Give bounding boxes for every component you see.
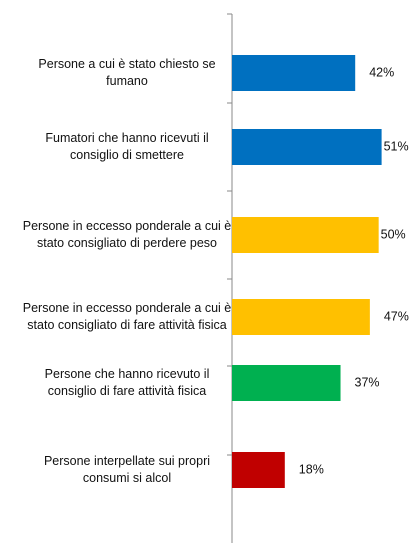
bar: [232, 55, 356, 91]
axis-ticks: [227, 13, 232, 456]
bar: [232, 452, 285, 488]
value-label: 18%: [299, 462, 324, 476]
category-label: Persone interpellate sui propri consumi …: [43, 454, 211, 485]
value-label: 47%: [384, 309, 409, 323]
value-label: 37%: [355, 375, 380, 389]
value-label: 50%: [381, 227, 406, 241]
category-label: Persone che hanno ricevuto il consiglio …: [44, 367, 210, 398]
bar: [232, 129, 382, 165]
category-label: Fumatori che hanno ricevuti il consiglio…: [45, 131, 209, 162]
bar: [232, 217, 379, 253]
category-label: Persone in eccesso ponderale a cui è sta…: [22, 219, 232, 250]
value-label: 42%: [369, 65, 394, 79]
bar: [232, 365, 341, 401]
value-label: 51%: [384, 139, 409, 153]
bar: [232, 299, 370, 335]
category-label: Persone a cui è stato chiesto se fumano: [38, 57, 216, 88]
category-label: Persone in eccesso ponderale a cui è sta…: [22, 301, 232, 332]
